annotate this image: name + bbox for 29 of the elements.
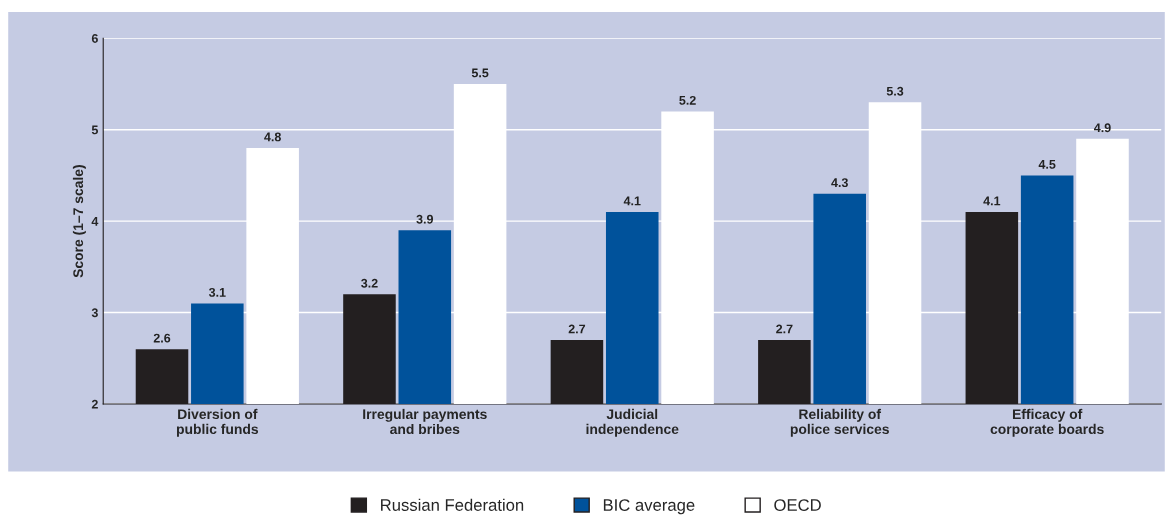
- data-label: 2.6: [153, 333, 171, 343]
- data-label: 5.5: [471, 68, 489, 78]
- legend-label: OECD: [774, 499, 821, 511]
- x-tick-label: Diversion of public funds: [176, 408, 259, 437]
- y-tick-label: 4: [91, 217, 99, 226]
- x-tick-label: Judicial independence: [586, 408, 679, 437]
- data-label: 4.3: [831, 178, 848, 188]
- data-label: 3.2: [361, 278, 378, 288]
- legend-label: Russian Federation: [381, 498, 524, 511]
- data-label: 4.1: [623, 196, 641, 206]
- x-tick-label: Efficacy of corporate boards: [990, 408, 1104, 437]
- data-label: 4.9: [1093, 123, 1111, 133]
- legend-label: BIC average: [603, 499, 695, 515]
- data-label: 5.3: [886, 86, 904, 96]
- data-label: 4.1: [983, 196, 1001, 206]
- y-tick-label: 3: [91, 308, 98, 318]
- y-tick-label: 5: [91, 125, 99, 135]
- x-tick-label: Irregular payments and bribes: [363, 408, 487, 435]
- y-tick-label: 6: [91, 34, 98, 43]
- y-axis-title: Score (1–7 scale): [72, 165, 86, 278]
- data-label: 2.7: [568, 324, 586, 334]
- data-label: 5.2: [679, 95, 696, 105]
- x-tick-label: Reliability of police services: [790, 408, 889, 437]
- y-tick-label: 2: [91, 399, 98, 409]
- data-label: 4.5: [1038, 160, 1056, 169]
- data-label: 2.7: [776, 324, 793, 334]
- data-label: 3.1: [208, 287, 226, 297]
- data-label: 3.9: [416, 214, 434, 224]
- data-label: 4.8: [264, 132, 281, 142]
